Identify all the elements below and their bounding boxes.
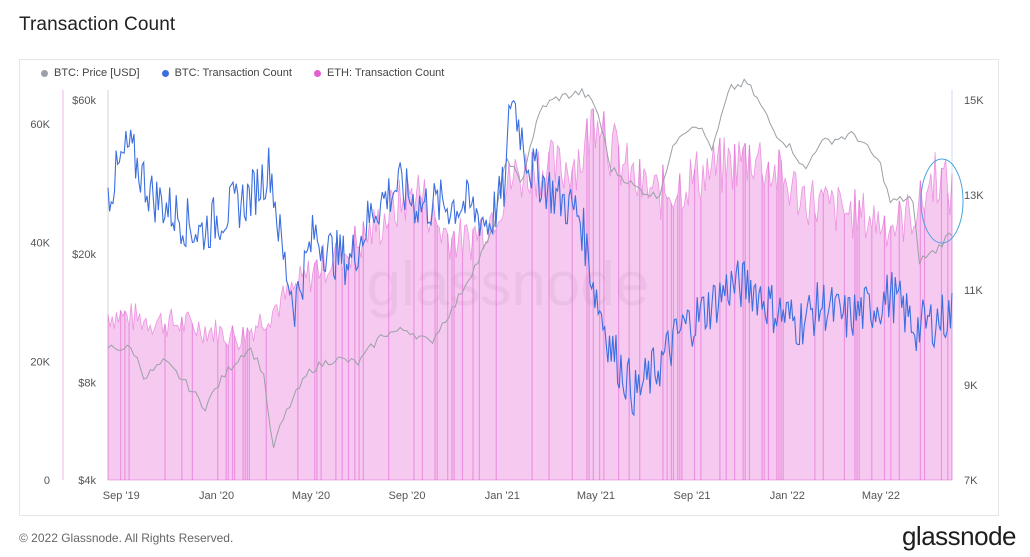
legend-dot-btc-price <box>41 69 48 77</box>
y-tick-right-count: 13K <box>964 190 984 202</box>
legend-label-eth-tx: ETH: Transaction Count <box>326 67 445 79</box>
x-tick-label: Jan '20 <box>199 490 234 502</box>
y-tick-left-count: 40K <box>30 238 50 250</box>
copyright-text: © 2022 Glassnode. All Rights Reserved. <box>19 531 234 545</box>
glassnode-logo: glassnode <box>901 521 1017 551</box>
chart-legend: BTC: Price [USD] BTC: Transaction Count … <box>41 67 444 79</box>
btc-tx-line <box>107 99 953 417</box>
btc-price-line <box>107 78 953 448</box>
y-tick-left-price: $8k <box>78 378 96 390</box>
y-tick-left-count: 0 <box>44 475 50 487</box>
y-tick-right-count: 15K <box>964 95 984 107</box>
x-tick-label: Sep '21 <box>674 490 711 502</box>
legend-item-btc-tx[interactable]: BTC: Transaction Count <box>161 67 292 79</box>
legend-dot-btc-tx <box>161 69 169 77</box>
legend-label-btc-tx: BTC: Transaction Count <box>174 67 292 79</box>
x-tick-label: Sep '19 <box>103 490 140 502</box>
y-tick-right-count: 7K <box>964 475 978 487</box>
y-tick-left-price: $20k <box>72 249 96 261</box>
y-tick-left-count: 20K <box>30 356 50 368</box>
highlight-ellipse <box>920 158 964 244</box>
x-tick-label: Sep '20 <box>389 490 426 502</box>
x-tick-label: Jan '21 <box>485 490 520 502</box>
x-tick-label: May '20 <box>292 490 330 502</box>
y-tick-left-price: $60k <box>72 95 96 107</box>
x-tick-label: May '21 <box>577 490 615 502</box>
legend-dot-eth-tx <box>313 69 321 77</box>
y-tick-right-count: 11K <box>964 285 983 297</box>
legend-item-btc-price[interactable]: BTC: Price [USD] <box>41 67 140 79</box>
x-tick-label: Jan '22 <box>770 490 805 502</box>
watermark-text: glassnode <box>367 250 650 319</box>
chart-panel <box>19 59 999 516</box>
y-tick-left-count: 60K <box>30 119 50 131</box>
page-title: Transaction Count <box>19 14 176 35</box>
x-tick-label: May '22 <box>862 490 900 502</box>
y-tick-left-price: $4k <box>78 475 96 487</box>
legend-item-eth-tx[interactable]: ETH: Transaction Count <box>313 67 445 79</box>
y-tick-right-count: 9K <box>964 380 978 392</box>
legend-label-btc-price: BTC: Price [USD] <box>54 67 140 79</box>
